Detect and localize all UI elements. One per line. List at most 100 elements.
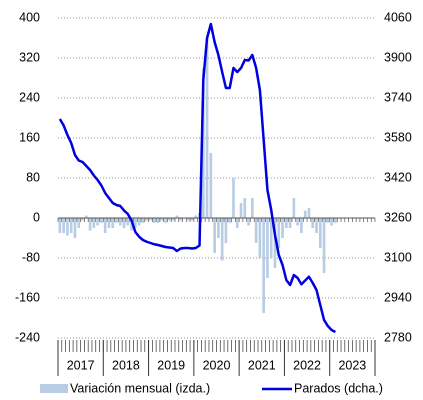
bar	[318, 218, 322, 248]
legend-swatch	[40, 384, 68, 393]
x-tick-label: 2018	[112, 358, 140, 372]
legend-label: Parados (dcha.)	[294, 381, 383, 395]
bar	[217, 218, 220, 238]
bar	[100, 218, 103, 223]
bar	[262, 218, 265, 313]
bar	[103, 218, 107, 233]
bar	[168, 218, 171, 221]
bar	[311, 218, 315, 228]
x-tick-label: 2021	[248, 358, 276, 372]
y-tick-label: 400	[19, 10, 40, 24]
bar	[284, 218, 288, 228]
y2-tick-label: 2940	[384, 290, 412, 304]
bar	[62, 218, 65, 233]
y2-tick-label: 3260	[384, 210, 412, 224]
bar	[213, 218, 216, 253]
zero-ticks	[57, 218, 376, 222]
y-tick-label: 240	[19, 90, 40, 104]
line	[58, 22, 336, 334]
bar	[292, 198, 296, 218]
bar	[73, 218, 77, 238]
bar	[303, 210, 307, 218]
bar	[334, 218, 337, 223]
bar	[179, 218, 182, 221]
bar	[107, 218, 111, 228]
y-tick-label: -80	[22, 250, 40, 264]
bar	[220, 218, 224, 261]
bar	[247, 218, 250, 226]
x-tick-label: 2020	[203, 358, 231, 372]
bar	[281, 218, 284, 238]
bar	[243, 198, 247, 218]
x-tick-label: 2017	[67, 358, 95, 372]
bar	[134, 218, 137, 228]
bar	[118, 218, 122, 226]
legend-label: Variación mensual (izda.)	[70, 381, 210, 395]
y-tick-label: 320	[19, 50, 40, 64]
bar	[224, 218, 228, 243]
bar	[84, 215, 88, 218]
y2-tick-label: 3100	[384, 250, 412, 264]
bar	[160, 218, 164, 221]
bar	[171, 218, 175, 221]
bar	[186, 218, 190, 221]
bar	[326, 218, 330, 223]
y2-tick-label: 3900	[384, 50, 412, 64]
bar	[66, 218, 69, 236]
bar	[81, 218, 84, 221]
bar	[137, 218, 141, 226]
x-tick-label: 2019	[157, 358, 185, 372]
bar	[315, 218, 318, 233]
bar	[288, 218, 292, 228]
y2-tick-label: 3740	[384, 90, 412, 104]
y2-tick-label: 4060	[384, 10, 412, 24]
bar	[58, 218, 62, 233]
bar	[209, 153, 213, 218]
x-tick-label: 2022	[293, 358, 321, 372]
bar	[190, 218, 194, 221]
bar	[330, 218, 333, 226]
bar	[258, 218, 262, 258]
y-tick-label: -160	[15, 290, 40, 304]
bar	[96, 218, 99, 226]
bar	[273, 218, 277, 268]
bar	[205, 38, 209, 218]
y-tick-label: 160	[19, 130, 40, 144]
x-tick-label: 2023	[338, 358, 366, 372]
bar	[322, 218, 326, 273]
bar	[141, 218, 145, 223]
bar	[239, 203, 243, 218]
bar	[164, 218, 167, 223]
bar	[269, 218, 273, 258]
y2-tick-label: 3580	[384, 130, 412, 144]
bar	[111, 218, 115, 228]
bar	[175, 215, 179, 218]
bar	[152, 218, 156, 223]
y-tick-label: -240	[15, 330, 40, 344]
bar	[228, 218, 232, 223]
bar	[266, 218, 269, 278]
bar	[145, 218, 149, 221]
bar	[194, 215, 198, 218]
bar	[254, 218, 258, 243]
bar	[232, 178, 235, 218]
y2-tick-label: 2780	[384, 330, 412, 344]
bar	[307, 208, 311, 218]
bar	[69, 218, 73, 233]
bar	[88, 218, 92, 231]
bar	[300, 218, 303, 233]
bar	[277, 218, 281, 248]
bar	[115, 218, 118, 223]
bar	[122, 218, 126, 228]
bar	[296, 218, 299, 226]
bar	[201, 68, 205, 218]
y-tick-label: 0	[33, 210, 40, 224]
bar	[149, 218, 152, 221]
bar	[156, 218, 160, 223]
y-tick-label: 80	[26, 170, 40, 184]
x-ticks	[57, 340, 376, 352]
bar	[77, 218, 81, 228]
bar	[92, 218, 96, 228]
bar	[251, 198, 254, 218]
